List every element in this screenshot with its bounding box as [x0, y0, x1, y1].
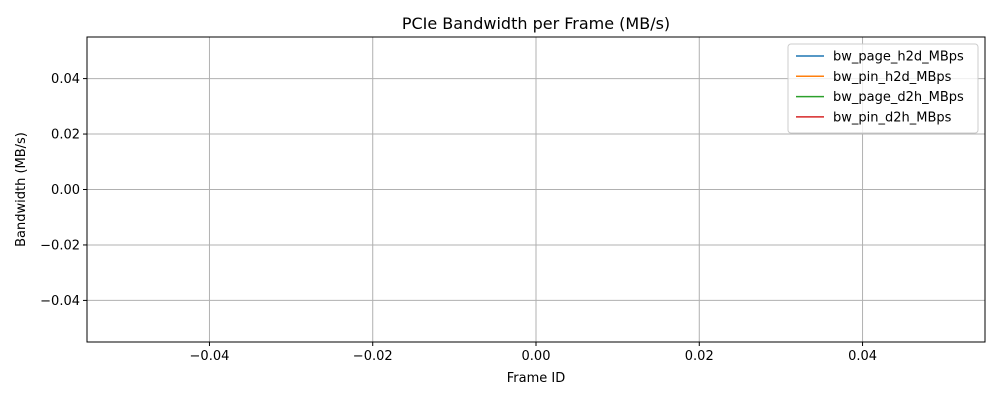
x-tick-label: 0.04 — [848, 349, 877, 364]
y-tick-label: 0.04 — [51, 72, 80, 87]
x-tick-label: −0.02 — [353, 349, 393, 364]
x-axis-label: Frame ID — [507, 371, 565, 386]
chart-title: PCIe Bandwidth per Frame (MB/s) — [402, 14, 670, 33]
legend-box — [787, 43, 979, 134]
y-tick-label: 0.02 — [51, 128, 80, 143]
legend-label: bw_page_h2d_MBps — [833, 50, 964, 65]
legend-label: bw_page_d2h_MBps — [833, 90, 964, 105]
y-tick-label: 0.00 — [51, 183, 80, 198]
x-tick-label: 0.02 — [685, 349, 714, 364]
y-axis: −0.04 −0.02 0.00 0.02 0.04 — [40, 72, 87, 309]
legend: bw_page_h2d_MBps bw_pin_h2d_MBps bw_page_d… — [787, 43, 979, 134]
y-tick-label: −0.02 — [40, 238, 80, 253]
y-tick-label: −0.04 — [40, 294, 80, 309]
legend-label: bw_pin_d2h_MBps — [833, 110, 952, 125]
x-axis: −0.04 −0.02 0.00 0.02 0.04 — [190, 342, 877, 364]
x-tick-label: −0.04 — [190, 349, 230, 364]
y-axis-label: Bandwidth (MB/s) — [14, 132, 29, 247]
legend-label: bw_pin_h2d_MBps — [833, 70, 952, 85]
x-tick-label: 0.00 — [522, 349, 551, 364]
